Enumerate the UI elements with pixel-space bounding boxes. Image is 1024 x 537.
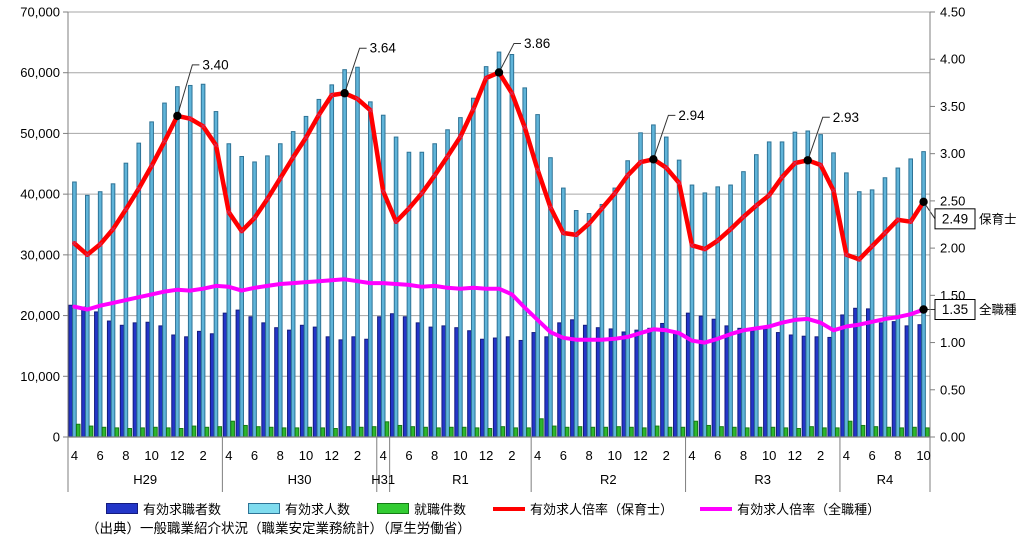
svg-text:10,000: 10,000 [20,369,60,384]
svg-text:R3: R3 [754,472,771,487]
svg-text:6: 6 [405,448,412,463]
legend-item-hoikushi-ratio: 有効求人倍率（保育士） [493,499,673,518]
svg-text:H31: H31 [371,472,395,487]
svg-text:3.64: 3.64 [370,41,397,56]
svg-text:10: 10 [453,448,467,463]
svg-text:3.86: 3.86 [524,36,550,51]
svg-text:4: 4 [534,448,541,463]
legend-label: 有効求職者数 [143,502,222,517]
svg-text:8: 8 [894,448,901,463]
svg-text:1.00: 1.00 [940,335,965,350]
svg-text:保育士: 保育士 [979,211,1017,226]
svg-text:6: 6 [714,448,721,463]
category-axis: 4 6 8 10 12 2 4 6 8 10 12 2 4 6 8 10 12 2 4 6 8 10 12 2 4 6 8 10 12 2… [67,437,931,492]
svg-text:0.00: 0.00 [940,430,965,445]
svg-text:2: 2 [817,448,824,463]
svg-text:12: 12 [325,448,339,463]
svg-text:6: 6 [97,448,104,463]
svg-text:H29: H29 [133,472,157,487]
svg-text:H30: H30 [288,472,312,487]
svg-text:1.35: 1.35 [942,302,968,317]
left-axis-labels: 0 10,000 20,000 30,000 40,000 50,000 60,000 70,… [20,5,68,445]
svg-text:60,000: 60,000 [20,65,60,80]
svg-text:2: 2 [354,448,361,463]
svg-text:3.50: 3.50 [940,99,965,114]
legend-label: 有効求人倍率（全職種） [737,502,881,517]
legend-item-placements: 就職件数 [377,499,466,518]
legend-label: 有効求人数 [285,502,351,517]
annotations: 3.40 3.64 3.86 2.94 2.93 [173,36,859,165]
svg-text:12: 12 [479,448,493,463]
svg-text:6: 6 [251,448,258,463]
legend-label: 就職件数 [414,502,467,517]
chart-canvas: 3.40 3.64 3.86 2.94 2.93 2.49 保育士 1.35 全職種 0 10,00… [20,5,1017,492]
svg-text:10: 10 [608,448,622,463]
svg-text:R1: R1 [452,472,469,487]
svg-text:70,000: 70,000 [20,5,60,20]
svg-text:0.50: 0.50 [940,382,965,397]
svg-text:2.50: 2.50 [940,193,965,208]
svg-text:4: 4 [380,448,387,463]
svg-text:8: 8 [585,448,592,463]
svg-text:2.93: 2.93 [833,110,859,125]
svg-text:4.00: 4.00 [940,52,965,67]
svg-text:6: 6 [560,448,567,463]
svg-text:10: 10 [762,448,776,463]
svg-text:4.50: 4.50 [940,5,965,20]
axes [67,12,931,438]
placements-swatch-icon [377,503,410,514]
svg-text:4: 4 [71,448,78,463]
svg-text:50,000: 50,000 [20,126,60,141]
svg-text:8: 8 [122,448,129,463]
svg-text:30,000: 30,000 [20,247,60,262]
alljobs-line-swatch-icon [700,506,733,511]
svg-text:2: 2 [663,448,670,463]
svg-text:2: 2 [199,448,206,463]
end-labels: 2.49 保育士 1.35 全職種 [919,197,1017,320]
svg-text:3.40: 3.40 [202,57,228,72]
svg-text:4: 4 [688,448,695,463]
svg-text:2.49: 2.49 [942,211,968,226]
svg-text:3.00: 3.00 [940,146,965,161]
svg-text:10: 10 [299,448,313,463]
line-x-markers [71,69,927,262]
legend-item-applicants: 有効求職者数 [106,499,221,518]
svg-text:R4: R4 [877,472,894,487]
svg-text:1.50: 1.50 [940,288,965,303]
legend-item-alljobs-ratio: 有効求人倍率（全職種） [700,499,880,518]
svg-text:4: 4 [225,448,232,463]
source-note: （出典）一般職業紹介状況（職業安定業務統計）（厚生労働省） [86,521,471,536]
right-axis-labels: 0.00 0.50 1.00 1.50 2.00 2.50 3.00 3.50 4.00 4.50 [930,5,965,445]
svg-text:8: 8 [740,448,747,463]
legend-item-openings: 有効求人数 [248,499,350,518]
line-alljobs-ratio [72,277,926,345]
svg-text:8: 8 [431,448,438,463]
svg-text:40,000: 40,000 [20,187,60,202]
svg-text:2: 2 [508,448,515,463]
svg-text:10: 10 [144,448,158,463]
svg-text:4: 4 [843,448,850,463]
svg-text:全職種: 全職種 [979,302,1017,317]
applicants-swatch-icon [106,503,138,514]
bars-placements [75,418,930,438]
svg-text:6: 6 [868,448,875,463]
svg-text:2.94: 2.94 [678,108,705,123]
legend-label: 有効求人倍率（保育士） [530,502,674,517]
svg-text:12: 12 [633,448,647,463]
svg-text:2.00: 2.00 [940,241,965,256]
svg-text:12: 12 [170,448,184,463]
svg-text:12: 12 [788,448,802,463]
svg-text:20,000: 20,000 [20,308,60,323]
legend: 有効求職者数 有効求人数 就職件数 有効求人倍率（保育士） 有効求人倍率（全職種… [106,499,880,518]
openings-swatch-icon [248,503,281,514]
svg-text:10: 10 [916,448,930,463]
svg-text:0: 0 [53,430,60,445]
svg-text:8: 8 [277,448,284,463]
svg-text:R2: R2 [600,472,617,487]
hoikushi-line-swatch-icon [493,506,526,511]
